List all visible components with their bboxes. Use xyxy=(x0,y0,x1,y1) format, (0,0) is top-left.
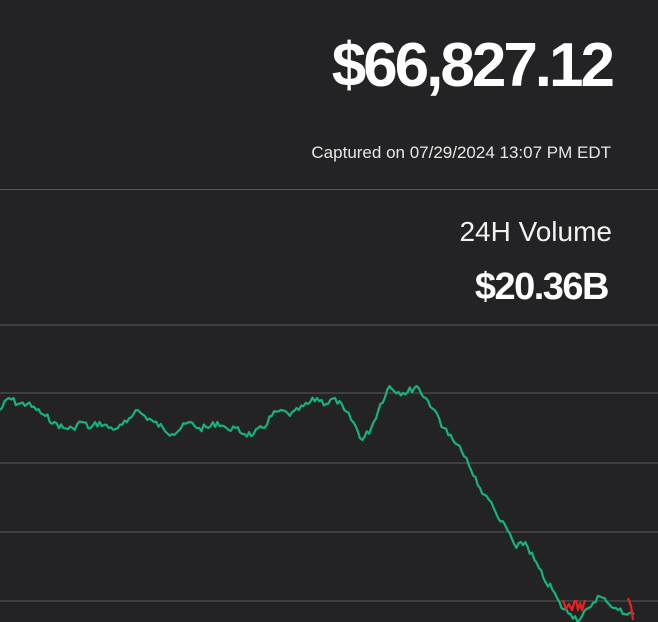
chart-gridlines xyxy=(0,324,658,602)
volume-value: $20.36B xyxy=(474,266,610,308)
price-line xyxy=(0,384,635,622)
price-line-down-segment-1 xyxy=(561,599,577,612)
price-line-down-segment-3 xyxy=(626,597,635,621)
volume-label: 24H Volume xyxy=(459,216,612,247)
price-line-down-segment-2 xyxy=(574,599,587,612)
captured-timestamp: Captured on 07/29/2024 13:07 PM EDT xyxy=(311,143,611,162)
current-price: $66,827.12 xyxy=(331,31,615,100)
chart-series xyxy=(0,384,635,622)
section-divider xyxy=(0,189,658,190)
